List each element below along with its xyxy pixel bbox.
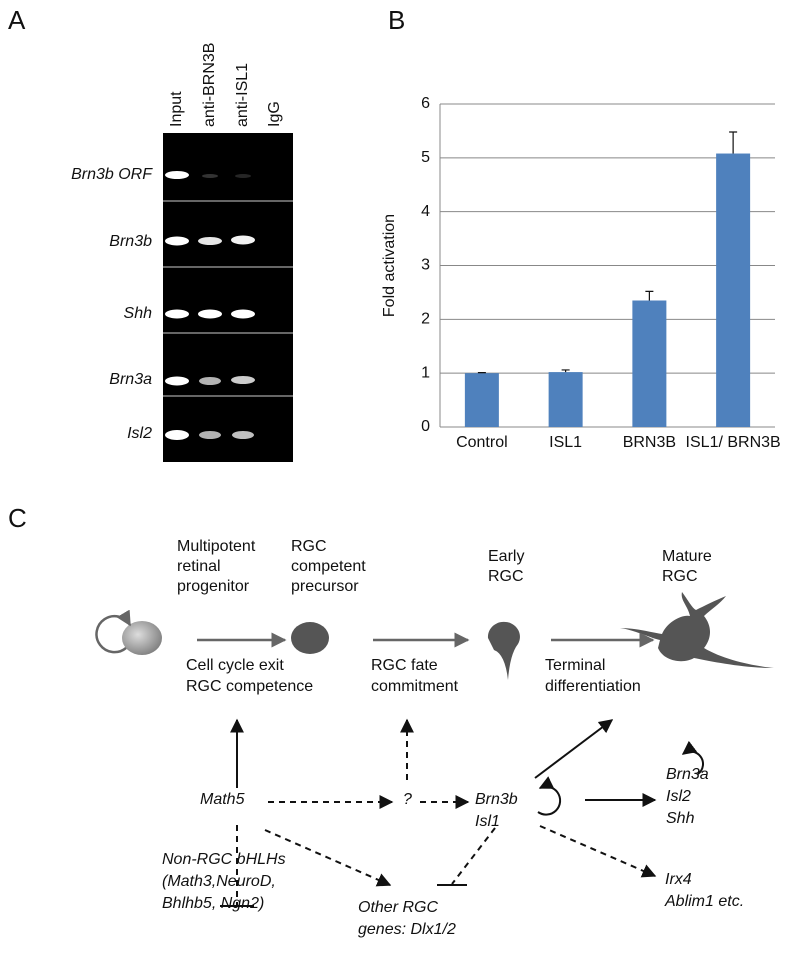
x-tick-label: ISL1/ BRN3B — [686, 434, 781, 451]
transition-label: RGC fate — [371, 657, 438, 674]
stage-label: progenitor — [177, 578, 250, 595]
stage-label: RGC — [662, 568, 698, 585]
gene-label: genes: Dlx1/2 — [358, 921, 456, 938]
bar — [548, 372, 583, 427]
lane-label: anti-ISL1 — [234, 63, 251, 127]
transition-label: commitment — [371, 678, 459, 695]
panel-letter: C — [8, 503, 27, 533]
error-bar — [561, 369, 570, 373]
gene-label: ? — [403, 791, 412, 808]
gene-label: Non-RGC bHLHs — [162, 851, 286, 868]
stage-label: RGC — [291, 538, 327, 555]
gel — [163, 133, 293, 462]
gene-label: Isl2 — [666, 788, 691, 805]
row-label: Brn3a — [109, 371, 152, 388]
gene-label: Shh — [666, 810, 695, 827]
stage-label: retinal — [177, 558, 221, 575]
y-tick-label: 4 — [421, 203, 430, 220]
stage-label: Early — [488, 548, 524, 565]
stage-label: precursor — [291, 578, 359, 595]
bar — [716, 153, 751, 427]
y-tick-label: 1 — [421, 364, 430, 381]
x-tick-label: ISL1 — [549, 434, 582, 451]
transition-label: Terminal — [545, 657, 605, 674]
gene-label: (Math3,NeuroD, — [162, 873, 276, 890]
gene-label: Bhlhb5, Ngn2) — [162, 895, 264, 912]
stage-label: Multipotent — [177, 538, 256, 555]
row-label: Isl2 — [127, 425, 152, 442]
row-label: Brn3b — [109, 233, 152, 250]
gene-label: Isl1 — [475, 813, 500, 830]
y-tick-label: 5 — [421, 149, 430, 166]
bar — [632, 300, 667, 427]
panel-letter: A — [8, 5, 26, 35]
bar — [464, 373, 499, 427]
lane-label: IgG — [266, 101, 283, 127]
transition-label: RGC competence — [186, 678, 313, 695]
gene-label: Brn3a — [666, 766, 709, 783]
x-tick-label: BRN3B — [623, 434, 676, 451]
y-tick-label: 3 — [421, 257, 430, 274]
x-tick-label: Control — [456, 434, 508, 451]
transition-label: differentiation — [545, 678, 641, 695]
y-tick-label: 0 — [421, 418, 430, 435]
row-label: Shh — [124, 305, 153, 322]
y-tick-label: 6 — [421, 95, 430, 112]
row-label: Brn3b ORF — [71, 166, 153, 183]
y-tick-label: 2 — [421, 311, 430, 328]
lane-label: anti-BRN3B — [201, 43, 218, 127]
stage-label: Mature — [662, 548, 712, 565]
transition-label: Cell cycle exit — [186, 657, 284, 674]
y-axis-label: Fold activation — [381, 214, 398, 317]
error-bar — [477, 372, 486, 374]
panel-letter: B — [388, 5, 405, 35]
gene-label: Other RGC — [358, 899, 438, 916]
gene-label: Math5 — [200, 791, 245, 808]
stage-label: competent — [291, 558, 366, 575]
error-bar — [645, 290, 654, 301]
gene-label: Irx4 — [665, 871, 692, 888]
error-bar — [729, 131, 738, 154]
gene-label: Ablim1 etc. — [664, 893, 744, 910]
gene-label: Brn3b — [475, 791, 518, 808]
lane-label: Input — [168, 91, 185, 127]
stage-label: RGC — [488, 568, 524, 585]
diagram-shapes — [95, 592, 774, 907]
